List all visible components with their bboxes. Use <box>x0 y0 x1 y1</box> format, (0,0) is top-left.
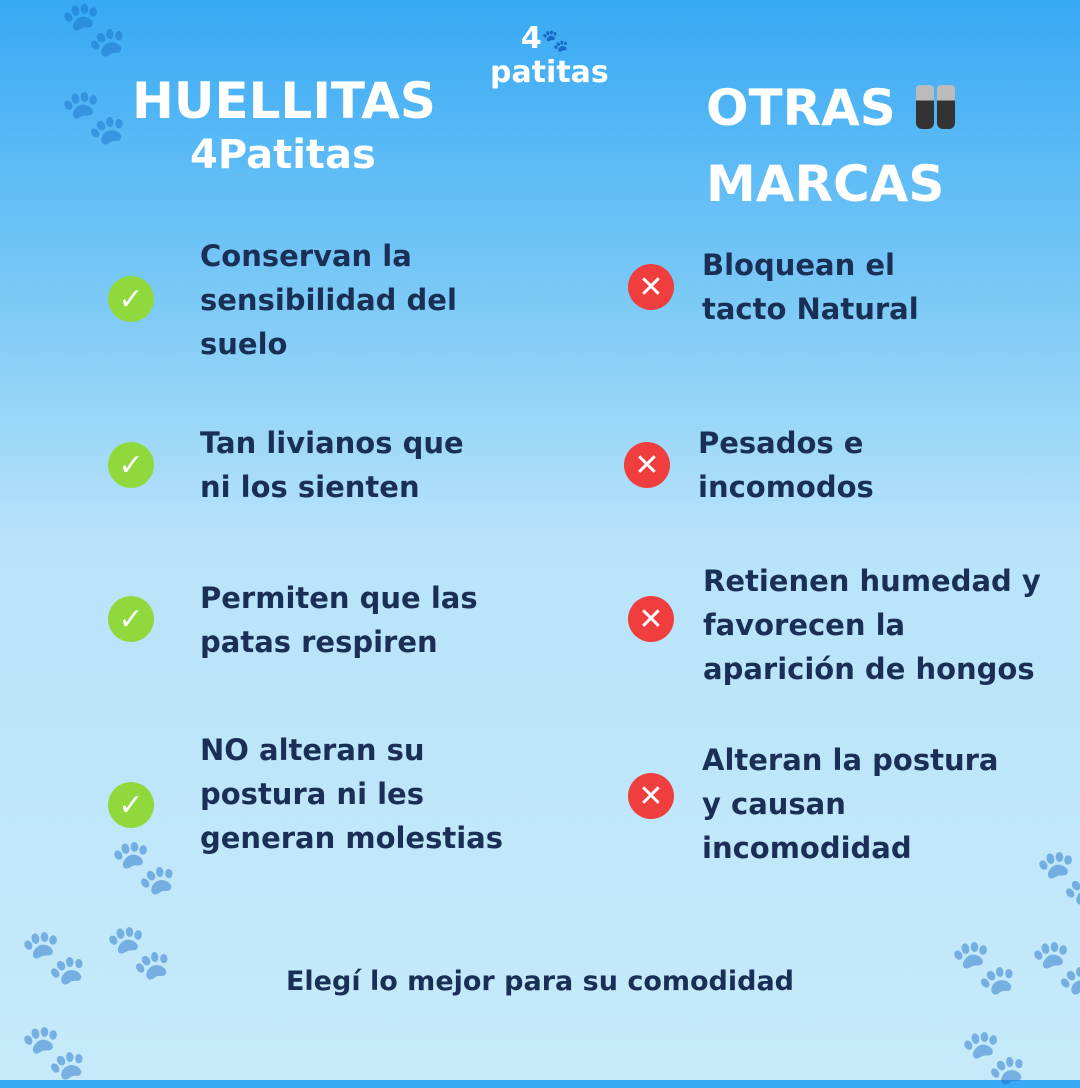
x-circle-icon: ✕ <box>624 442 670 488</box>
footer-tagline: Elegí lo mejor para su comodidad <box>285 966 795 997</box>
left-item: Tan livianos que ni los sienten <box>200 426 464 504</box>
check-circle-icon: ✓ <box>108 782 154 828</box>
right-item: Alteran la postura y causan incomodidad <box>702 743 999 865</box>
paw-icon: 🐾 <box>60 0 128 60</box>
left-title: HUELLITAS <box>132 72 436 130</box>
paw-icon: 🐾 <box>960 1025 1028 1088</box>
x-circle-icon: ✕ <box>628 596 674 642</box>
right-item: Bloquean el tacto Natural <box>702 248 919 326</box>
paw-icon: 🐾 <box>20 925 88 988</box>
brand-logo: 4🐾 patitas <box>490 21 609 90</box>
left-subtitle: 4Patitas <box>190 132 376 178</box>
x-circle-icon: ✕ <box>628 264 674 310</box>
x-circle-icon: ✕ <box>628 773 674 819</box>
left-item: Permiten que las patas respiren <box>200 581 478 659</box>
left-item: NO alteran su postura ni les generan mol… <box>200 733 503 855</box>
check-circle-icon: ✓ <box>108 276 154 322</box>
paw-icon: 🐾 <box>1035 845 1080 908</box>
paw-icon: 🐾 <box>950 935 1018 998</box>
left-item: Conservan la sensibilidad del suelo <box>200 239 457 361</box>
right-item: Pesados e incomodos <box>698 426 874 504</box>
check-circle-icon: ✓ <box>108 442 154 488</box>
paw-icon: 🐾 <box>20 1020 88 1083</box>
paw-icon: 🐾 <box>541 29 570 54</box>
paw-icon: 🐾 <box>105 920 173 983</box>
paw-icon: 🐾 <box>60 85 128 148</box>
check-circle-icon: ✓ <box>108 596 154 642</box>
paw-icon: 🐾 <box>1030 935 1080 998</box>
paw-icon: 🐾 <box>110 835 178 898</box>
right-item: Retienen humedad y favorecen la aparició… <box>703 564 1041 686</box>
right-title: OTRAS MARCAS <box>706 72 956 220</box>
dog-boots-icon <box>913 76 956 148</box>
